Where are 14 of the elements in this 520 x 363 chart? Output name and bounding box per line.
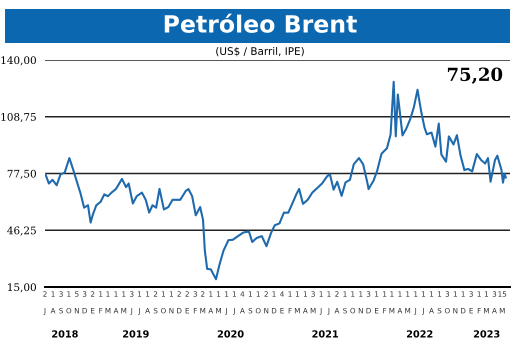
text: 2018 xyxy=(52,330,78,338)
y-tick-label: 46,25 xyxy=(7,226,36,236)
y-tick-label: 108,75 xyxy=(1,112,36,122)
text: 2023 xyxy=(474,330,500,338)
annotation: 75,20 xyxy=(448,67,502,84)
y-tick-label: 15,00 xyxy=(8,283,36,292)
text: 2020 xyxy=(218,330,244,338)
y-tick-label: 140,00 xyxy=(1,56,36,66)
y-tick-label: 77,50 xyxy=(8,170,36,179)
chart-subtitle: (US$ / Barril, IPE) xyxy=(216,46,304,56)
text: 2022 xyxy=(406,330,432,338)
text: 2021 xyxy=(312,330,338,338)
text: 2019 xyxy=(123,330,149,338)
chart-title: Petróleo Brent xyxy=(164,14,357,33)
